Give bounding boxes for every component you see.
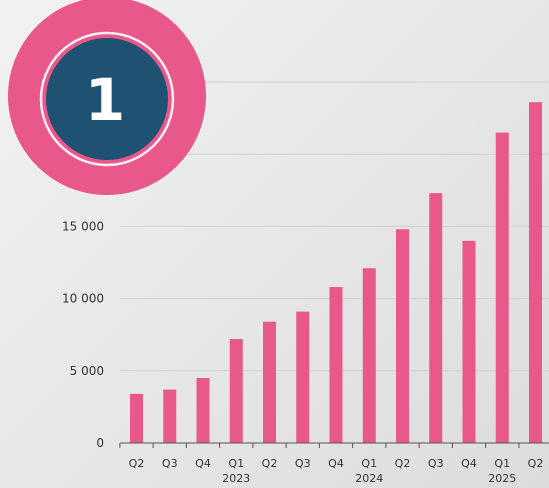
x-category-label: Q1: [494, 457, 510, 470]
y-tick-label: 10 000: [62, 292, 104, 306]
bar-9: [429, 193, 443, 443]
x-axis-year-labels: 2023 2024 2025: [222, 472, 516, 485]
y-axis-tick-labels: 0 5 000 10 000 15 000: [62, 219, 104, 450]
x-category-label: Q1: [361, 457, 377, 470]
x-category-label: Q2: [395, 457, 411, 470]
bars: [130, 102, 542, 444]
x-category-label: Q2: [129, 457, 145, 470]
badge-inner-circle: [46, 38, 168, 160]
bar-12: [529, 102, 542, 443]
x-year-label: 2024: [355, 472, 383, 485]
badge-number: 1: [85, 66, 125, 134]
number-badge: 1: [8, 0, 206, 195]
x-category-label: Q3: [295, 457, 311, 470]
x-category-label: Q2: [262, 457, 278, 470]
x-category-label: Q2: [528, 457, 544, 470]
x-category-label: Q4: [195, 457, 211, 470]
bar-10: [462, 240, 476, 443]
bar-11: [495, 132, 509, 444]
x-axis-category-labels: Q2 Q3 Q4 Q1 Q2 Q3 Q4 Q1 Q2 Q3 Q4 Q1 Q2: [129, 457, 544, 470]
x-year-label: 2023: [222, 472, 250, 485]
x-category-label: Q1: [228, 457, 244, 470]
y-tick-label: 0: [96, 436, 104, 450]
bar-4: [263, 321, 276, 443]
x-year-label: 2025: [488, 472, 516, 485]
x-category-label: Q3: [162, 457, 178, 470]
badge-stroke-ring: [39, 31, 175, 167]
bar-0: [130, 393, 143, 443]
bar-2: [196, 378, 210, 443]
y-tick-label: 15 000: [62, 219, 104, 233]
bar-7: [362, 268, 376, 443]
x-axis: [119, 442, 549, 448]
bar-1: [163, 389, 177, 443]
x-category-label: Q3: [428, 457, 444, 470]
bar-8: [396, 229, 409, 443]
y-tick-label: 5 000: [70, 364, 104, 378]
x-category-label: Q4: [461, 457, 477, 470]
bar-3: [229, 339, 243, 443]
x-category-label: Q4: [328, 457, 344, 470]
bar-5: [296, 311, 310, 443]
bar-6: [329, 287, 343, 443]
